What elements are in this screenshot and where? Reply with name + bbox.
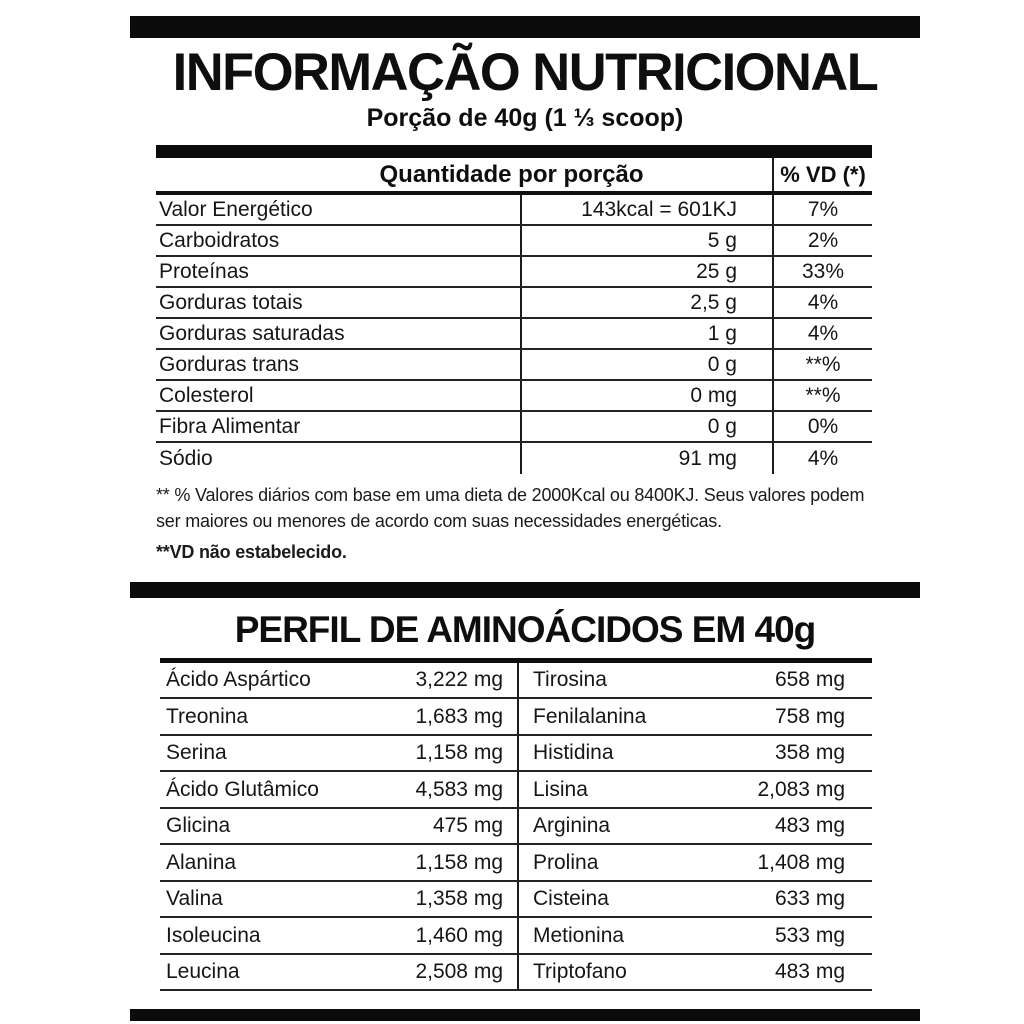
- nutrient-amount: 0 g: [520, 412, 772, 442]
- nutrient-name: Colesterol: [159, 383, 254, 407]
- table-row: Valina 1,358 mg Cisteina 633 mg: [160, 881, 872, 919]
- amino-value: 1,358 mg: [415, 887, 503, 911]
- nutrient-vd: 4%: [772, 288, 872, 318]
- amino-value: 633 mg: [774, 887, 845, 911]
- nutrient-amount: 0 g: [520, 350, 772, 380]
- amino-name: Ácido Glutâmico: [166, 777, 319, 801]
- amino-value: 2,083 mg: [757, 777, 845, 801]
- nutrient-vd: 7%: [772, 195, 872, 225]
- column-header-quantity: Quantidade por porção: [379, 160, 644, 188]
- amino-value: 358 mg: [774, 741, 845, 765]
- amino-name: Fenilalanina: [517, 699, 746, 734]
- top-divider-bar: [130, 16, 920, 38]
- serving-size-text: Porção de 40g (1 ⅓ scoop): [366, 104, 684, 133]
- page-title: INFORMAÇÃO NUTRICIONAL: [172, 43, 879, 102]
- amino-value: 4,583 mg: [415, 777, 503, 801]
- table-row: Ácido Glutâmico 4,583 mg Lisina 2,083 mg: [160, 772, 872, 809]
- nutrient-vd: **%: [772, 350, 872, 380]
- amino-name: Isoleucina: [166, 923, 261, 947]
- amino-value: 3,222 mg: [415, 668, 503, 692]
- amino-value: 1,158 mg: [415, 850, 503, 874]
- table-row: Alanina 1,158 mg Prolina 1,408 mg: [160, 845, 872, 882]
- nutrition-table: Quantidade por porção % VD (*) Valor Ene…: [156, 158, 872, 475]
- amino-value: 475 mg: [432, 814, 503, 838]
- amino-name: Serina: [166, 741, 227, 765]
- footnote-text: ** % Valores diários com base em uma die…: [156, 485, 865, 532]
- nutrient-amount: 5 g: [520, 226, 772, 256]
- nutrient-vd: 4%: [772, 443, 872, 475]
- amino-value: 533 mg: [774, 923, 845, 947]
- column-header-vd: % VD (*): [772, 158, 872, 192]
- amino-name: Prolina: [517, 845, 746, 880]
- amino-value: 483 mg: [774, 814, 845, 838]
- table-row: Gorduras saturadas 1 g 4%: [156, 319, 872, 351]
- daily-value-footnote: ** % Valores diários com base em uma die…: [156, 482, 890, 565]
- amino-name: Cisteina: [517, 881, 746, 917]
- nutrient-vd: 2%: [772, 226, 872, 256]
- nutrient-name: Gorduras saturadas: [159, 321, 345, 345]
- table-top-bar: [156, 145, 872, 159]
- amino-value: 1,408 mg: [757, 850, 845, 874]
- table-row: Serina 1,158 mg Histidina 358 mg: [160, 735, 872, 773]
- nutrient-name: Fibra Alimentar: [159, 414, 301, 438]
- amino-value: 658 mg: [774, 668, 845, 692]
- nutrient-amount: 0 mg: [520, 381, 772, 411]
- nutrient-name: Proteínas: [159, 259, 249, 283]
- nutrient-name: Gorduras totais: [159, 290, 303, 314]
- nutrient-amount: 91 mg: [520, 443, 772, 475]
- nutrient-amount: 25 g: [520, 257, 772, 287]
- table-row: Proteínas 25 g 33%: [156, 257, 872, 289]
- table-row: Leucina 2,508 mg Triptofano 483 mg: [160, 954, 872, 992]
- table-row: Glicina 475 mg Arginina 483 mg: [160, 808, 872, 846]
- nutrient-name: Carboidratos: [159, 228, 280, 252]
- amino-name: Valina: [166, 887, 223, 911]
- amino-value: 1,460 mg: [415, 923, 503, 947]
- amino-name: Arginina: [517, 808, 746, 844]
- nutrient-amount: 2,5 g: [520, 288, 772, 318]
- table-row: Sódio 91 mg 4%: [156, 443, 872, 475]
- footnote-vd-text: **VD não estabelecido.: [156, 542, 347, 563]
- nutrient-vd: **%: [772, 381, 872, 411]
- amino-name: Leucina: [166, 960, 240, 984]
- section-divider-bar: [130, 581, 920, 598]
- amino-name: Triptofano: [517, 954, 746, 990]
- nutrient-name: Gorduras trans: [159, 352, 300, 376]
- nutrient-amount: 143kcal = 601KJ: [520, 195, 772, 225]
- table-row: Gorduras trans 0 g **%: [156, 350, 872, 382]
- table-row: Gorduras totais 2,5 g 4%: [156, 288, 872, 320]
- table-row: Valor Energético 143kcal = 601KJ 7%: [156, 195, 872, 227]
- nutrient-amount: 1 g: [520, 319, 772, 349]
- nutrient-vd: 33%: [772, 257, 872, 287]
- amino-value: 1,158 mg: [415, 741, 503, 765]
- nutrition-label: INFORMAÇÃO NUTRICIONAL Porção de 40g (1 …: [130, 16, 920, 1022]
- amino-name: Glicina: [166, 814, 231, 838]
- amino-value: 1,683 mg: [415, 704, 503, 728]
- amino-name: Metionina: [517, 918, 746, 953]
- amino-value: 758 mg: [774, 704, 845, 728]
- amino-value: 2,508 mg: [415, 960, 503, 984]
- nutrient-vd: 4%: [772, 319, 872, 349]
- nutrient-name: Sódio: [159, 446, 213, 470]
- nutrient-vd: 0%: [772, 412, 872, 442]
- amino-name: Tirosina: [517, 662, 746, 698]
- amino-name: Histidina: [517, 735, 746, 771]
- amino-section-title: PERFIL DE AMINOÁCIDOS EM 40g: [234, 608, 817, 650]
- amino-name: Alanina: [166, 850, 237, 874]
- table-row: Fibra Alimentar 0 g 0%: [156, 412, 872, 444]
- table-row: Isoleucina 1,460 mg Metionina 533 mg: [160, 918, 872, 955]
- amino-name: Treonina: [166, 704, 249, 728]
- table-row: Carboidratos 5 g 2%: [156, 226, 872, 258]
- amino-value: 483 mg: [774, 960, 845, 984]
- nutrition-table-header: Quantidade por porção % VD (*): [156, 158, 872, 196]
- table-row: Ácido Aspártico 3,222 mg Tirosina 658 mg: [160, 662, 872, 700]
- nutrient-name: Valor Energético: [159, 197, 313, 221]
- amino-name: Lisina: [517, 772, 746, 807]
- bottom-divider-bar: [130, 1009, 920, 1022]
- table-row: Colesterol 0 mg **%: [156, 381, 872, 413]
- amino-acid-table: Ácido Aspártico 3,222 mg Tirosina 658 mg…: [160, 657, 872, 992]
- amino-name: Ácido Aspártico: [166, 668, 311, 692]
- table-row: Treonina 1,683 mg Fenilalanina 758 mg: [160, 699, 872, 736]
